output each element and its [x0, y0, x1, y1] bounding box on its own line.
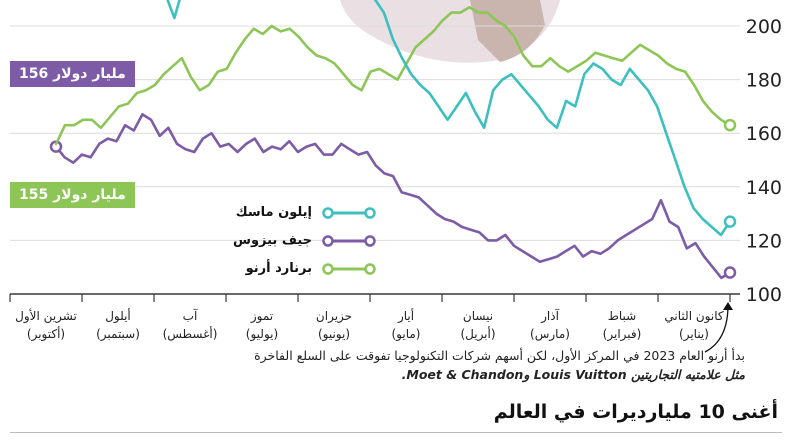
- x-sublabel-2: (أغسطس): [163, 326, 218, 342]
- legend-item-bezos: جيف بيزوس: [200, 233, 376, 248]
- x-label-9: كانون الثاني: [664, 309, 723, 324]
- x-sublabel-5: (مايو): [392, 327, 421, 342]
- y-axis-labels: 100 120 140 160 180 200: [746, 16, 782, 306]
- legend-swatch-musk: [322, 206, 376, 219]
- x-label-0: تشرين الأول: [15, 308, 77, 324]
- x-label-1: أيلول: [105, 308, 131, 324]
- x-sublabel-4: (يونيو): [318, 327, 350, 342]
- x-sublabel-9: (يناير): [679, 327, 709, 342]
- caption-arrow: [704, 304, 729, 353]
- x-label-3: تموز: [250, 309, 273, 324]
- legend-swatch-bezos: [322, 234, 376, 247]
- x-sublabel-3: (يوليو): [246, 327, 278, 342]
- legend-label-musk: إيلون ماسك: [235, 205, 312, 220]
- caption-line-2: مثل علامتيه التجاريتين Louis Vuitton وMo…: [401, 367, 745, 382]
- series-line-2: [54, 5, 732, 146]
- section-heading: أغنى 10 مليارديرات في العالم: [493, 401, 778, 423]
- legend-item-arnault: برنارد أرنو: [200, 261, 376, 276]
- series-end-point-2: [723, 118, 737, 132]
- x-axis-labels: تشرين الأول (أكتوبر) أيلول (سبتمبر) آب (أغسطس…: [15, 308, 724, 342]
- x-label-2: آب: [183, 308, 198, 323]
- x-sublabel-8: (فبراير): [603, 327, 642, 342]
- caption-line-1: بدأ أرنو العام 2023 في المركز الأول، لكن…: [254, 348, 745, 363]
- x-label-6: نيسان: [463, 309, 493, 323]
- x-sublabel-1: (سبتمبر): [96, 327, 140, 342]
- caption-arrow-head: [723, 302, 733, 310]
- x-label-8: شباط: [608, 309, 636, 323]
- x-sublabel-6: (أبريل): [460, 326, 495, 342]
- callout-bezos: 156 مليار دولار: [10, 61, 135, 87]
- x-label-7: آذار: [540, 308, 559, 324]
- series-end-point-0: [723, 215, 737, 228]
- y-tick-label-100: 100: [746, 284, 782, 306]
- legend-label-arnault: برنارد أرنو: [245, 261, 312, 276]
- x-axis: [9, 293, 740, 302]
- y-tick-label-200: 200: [746, 16, 782, 38]
- legend-swatch-arnault: [322, 262, 376, 275]
- x-label-4: حزيران: [316, 309, 352, 324]
- y-tick-label-180: 180: [746, 70, 782, 92]
- x-sublabel-7: (مارس): [530, 327, 570, 342]
- x-sublabel-0: (أكتوبر): [27, 326, 65, 342]
- legend-item-musk: إيلون ماسك: [200, 205, 376, 220]
- section-divider: [10, 432, 782, 433]
- legend-label-bezos: جيف بيزوس: [233, 233, 312, 248]
- series-line-0: [166, 0, 732, 237]
- series-layer: [49, 0, 737, 280]
- chart-caption: بدأ أرنو العام 2023 في المركز الأول، لكن…: [10, 346, 745, 384]
- series-line-1: [54, 113, 732, 280]
- callout-arnault: 155 مليار دولار: [10, 182, 135, 208]
- series-end-point-1: [723, 266, 737, 279]
- y-tick-label-160: 160: [746, 123, 782, 145]
- x-label-5: أيار: [397, 308, 414, 324]
- y-tick-label-140: 140: [746, 177, 782, 199]
- y-tick-label-120: 120: [746, 230, 782, 252]
